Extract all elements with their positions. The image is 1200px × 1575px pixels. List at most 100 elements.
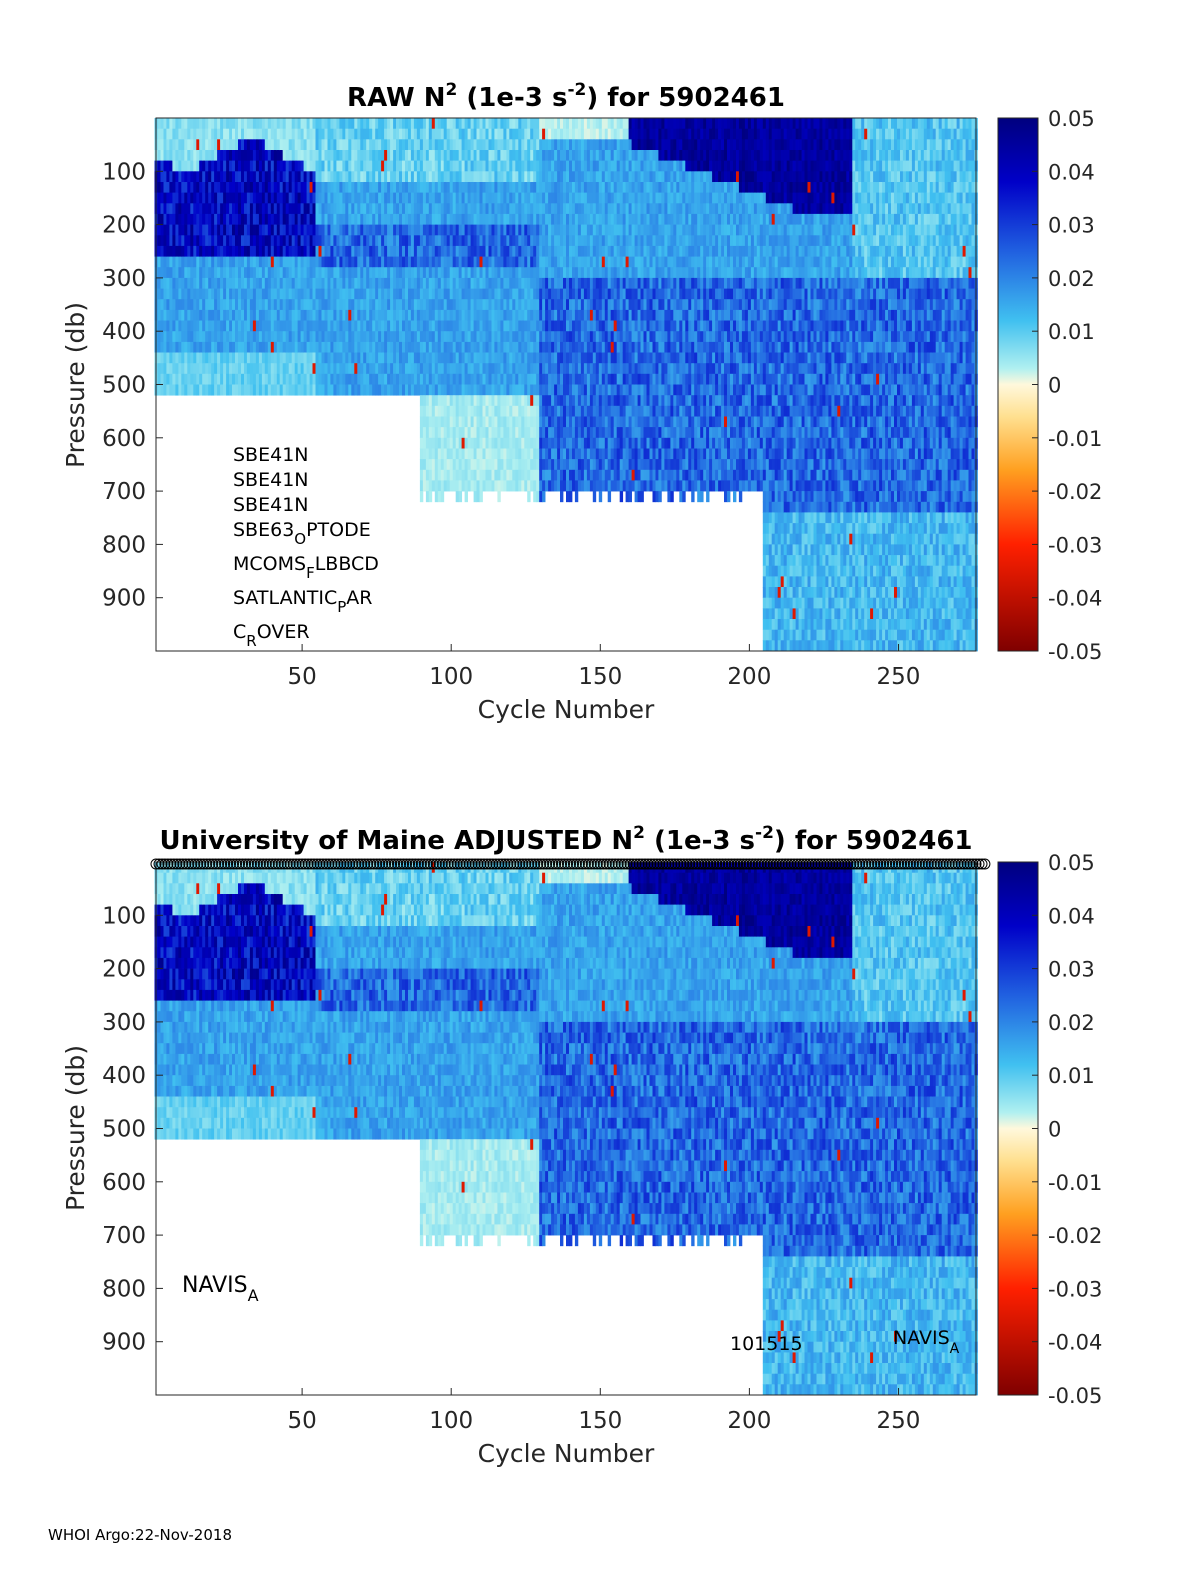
heatmap-cell [557, 331, 560, 342]
heatmap-cell [539, 246, 542, 257]
heatmap-cell [253, 321, 256, 332]
heatmap-cell [527, 246, 530, 257]
heatmap-cell [193, 363, 196, 374]
heatmap-cell [333, 246, 336, 257]
heatmap-cell [509, 459, 512, 470]
heatmap-cell [268, 139, 271, 150]
heatmap-cell [322, 214, 325, 225]
heatmap-cell [420, 470, 423, 481]
heatmap-cell [590, 331, 593, 342]
heatmap-cell [280, 118, 283, 129]
heatmap-cell [354, 214, 357, 225]
heatmap-cell [465, 139, 468, 150]
heatmap-cell [503, 438, 506, 449]
heatmap-cell [623, 449, 626, 460]
heatmap-cell [250, 299, 253, 310]
heatmap-cell [551, 299, 554, 310]
heatmap-cell [196, 129, 199, 140]
heatmap-cell [259, 342, 262, 353]
heatmap-cell [477, 406, 480, 417]
heatmap-cell [250, 363, 253, 374]
heatmap-cell [638, 214, 641, 225]
heatmap-cell [497, 395, 500, 406]
heatmap-cell [402, 278, 405, 289]
heatmap-cell [414, 278, 417, 289]
heatmap-cell [581, 171, 584, 182]
heatmap-cell [578, 299, 581, 310]
heatmap-cell [322, 246, 325, 257]
heatmap-cell [429, 257, 432, 268]
heatmap-cell [280, 193, 283, 204]
heatmap-cell [512, 161, 515, 172]
heatmap-cell [360, 129, 363, 140]
heatmap-cell [632, 150, 635, 161]
heatmap-cell [345, 139, 348, 150]
heatmap-cell [319, 299, 322, 310]
heatmap-cell [492, 480, 495, 491]
heatmap-cell [250, 374, 253, 385]
heatmap-cell [527, 299, 530, 310]
heatmap-cell [387, 118, 390, 129]
heatmap-cell [626, 193, 629, 204]
heatmap-cell [590, 182, 593, 193]
heatmap-cell [453, 182, 456, 193]
heatmap-cell [494, 214, 497, 225]
heatmap-cell [509, 182, 512, 193]
heatmap-cell [345, 267, 348, 278]
heatmap-cell [596, 321, 599, 332]
heatmap-cell [396, 150, 399, 161]
heatmap-cell [548, 161, 551, 172]
heatmap-cell [500, 363, 503, 374]
heatmap-cell [190, 235, 193, 246]
heatmap-cell [441, 427, 444, 438]
heatmap-cell [339, 139, 342, 150]
heatmap-cell [330, 182, 333, 193]
heatmap-cell [307, 385, 310, 396]
heatmap-cell [512, 235, 515, 246]
heatmap-cell [348, 246, 351, 257]
heatmap-cell [339, 150, 342, 161]
heatmap-cell [438, 480, 441, 491]
heatmap-cell [632, 310, 635, 321]
heatmap-cell [593, 235, 596, 246]
heatmap-cell [566, 353, 569, 364]
heatmap-cell [313, 150, 316, 161]
heatmap-cell [432, 331, 435, 342]
heatmap-cell [489, 214, 492, 225]
heatmap-cell [560, 257, 563, 268]
heatmap-cell [402, 150, 405, 161]
heatmap-cell [560, 310, 563, 321]
heatmap-cell [608, 480, 611, 491]
heatmap-cell [456, 289, 459, 300]
heatmap-cell [644, 225, 647, 236]
heatmap-cell [521, 310, 524, 321]
heatmap-cell [226, 321, 229, 332]
heatmap-cell [172, 278, 175, 289]
heatmap-cell [575, 214, 578, 225]
heatmap-cell [295, 310, 298, 321]
heatmap-cell [226, 129, 229, 140]
heatmap-cell [447, 171, 450, 182]
heatmap-cell [241, 374, 244, 385]
heatmap-cell [214, 385, 217, 396]
heatmap-cell [626, 235, 629, 246]
heatmap-cell [500, 470, 503, 481]
heatmap-cell [381, 182, 384, 193]
heatmap-cell [608, 150, 611, 161]
heatmap-cell [199, 161, 202, 172]
heatmap-cell [492, 257, 495, 268]
heatmap-cell [587, 118, 590, 129]
heatmap-cell [280, 321, 283, 332]
heatmap-cell [405, 257, 408, 268]
heatmap-cell [587, 289, 590, 300]
heatmap-cell [494, 342, 497, 353]
heatmap-cell [497, 214, 500, 225]
heatmap-cell [635, 385, 638, 396]
heatmap-cell [223, 139, 226, 150]
heatmap-cell [569, 150, 572, 161]
heatmap-cell [635, 246, 638, 257]
heatmap-cell [384, 182, 387, 193]
heatmap-cell [423, 246, 426, 257]
heatmap-cell [223, 225, 226, 236]
heatmap-cell [575, 459, 578, 470]
